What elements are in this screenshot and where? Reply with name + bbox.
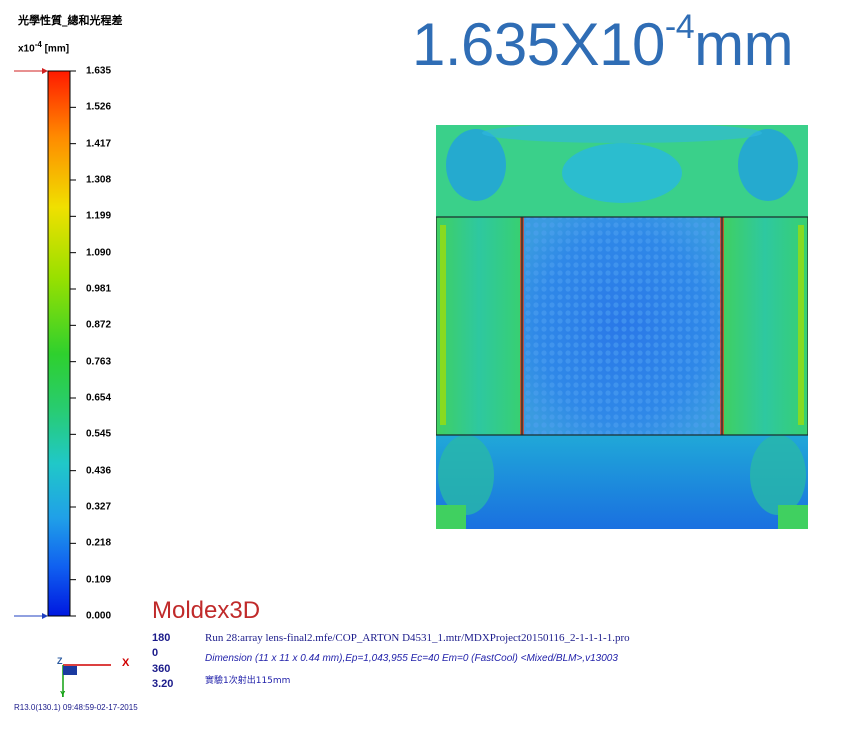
left-panel [436, 217, 522, 435]
scale-tick-label: 0.327 [86, 501, 112, 513]
scale-tick-label: 0.545 [86, 428, 112, 440]
scale-tick-label: 0.981 [86, 283, 112, 295]
scale-tick-label: 1.417 [86, 138, 112, 150]
scale-ticks [70, 70, 76, 617]
x-axis-label: X [122, 657, 130, 669]
min-marker-arrow [42, 613, 48, 619]
scale-tick-label: 1.090 [86, 247, 112, 259]
bottom-band [436, 435, 808, 529]
legend-unit: x10-4 [mm] [18, 40, 69, 54]
headline-mantissa: 1.635X10 [412, 11, 665, 78]
scale-bar [47, 70, 71, 617]
info-number-1: 180 [152, 632, 171, 644]
unit-label: [mm] [44, 43, 70, 55]
headline-unit: mm [694, 11, 794, 78]
moldex3d-logo: Moldex3D [152, 597, 261, 624]
version-timestamp: R13.0(130.1) 09:48:59-02-17-2015 [14, 703, 138, 712]
y-axis-label: Y [60, 690, 66, 699]
headline-value: 1.635X10-4mm [412, 8, 794, 79]
scale-tick-label: 1.526 [86, 101, 112, 113]
contour-plot [436, 125, 808, 529]
run-info: Run 28:array lens-final2.mfe/COP_ARTON D… [205, 632, 630, 644]
scale-tick-label: 0.763 [86, 356, 112, 368]
scale-tick-label: 1.308 [86, 174, 112, 186]
z-axis-label: Z [57, 656, 63, 666]
axis-origin-box [63, 666, 77, 675]
max-marker-arrow [42, 68, 48, 74]
scale-tick-label: 0.872 [86, 319, 112, 331]
scale-tick-label: 0.109 [86, 574, 112, 586]
unit-prefix: x10 [18, 43, 35, 55]
dimension-info: Dimension (11 x 11 x 0.44 mm),Ep=1,043,9… [205, 653, 618, 664]
legend-title: 光學性質_總和光程差 [18, 14, 123, 27]
info-number-3: 360 [152, 663, 171, 675]
right-panel [722, 217, 808, 435]
unit-exponent: -4 [34, 40, 42, 49]
axis-triad [62, 664, 111, 697]
info-number-4: 3.20 [152, 678, 174, 690]
scale-tick-label: 0.436 [86, 465, 112, 477]
color-scale [14, 68, 76, 619]
info-number-2: 0 [152, 647, 159, 659]
experiment-note: 實驗1次射出115mm [205, 676, 291, 686]
headline-exponent: -4 [664, 8, 695, 46]
scale-tick-label: 0.000 [86, 610, 112, 622]
scale-tick-label: 0.654 [86, 392, 112, 404]
scale-tick-label: 1.199 [86, 210, 112, 222]
scale-tick-label: 0.218 [86, 537, 112, 549]
scale-tick-label: 1.635 [86, 65, 112, 77]
